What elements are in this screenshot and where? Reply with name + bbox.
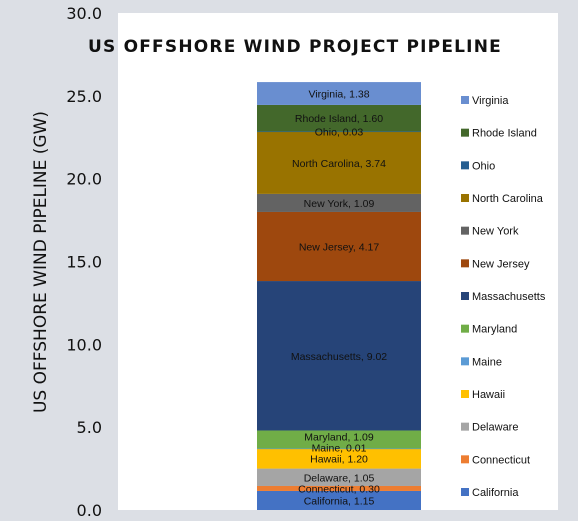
y-tick-label: 5.0 <box>77 418 102 437</box>
legend-entry-label: New York <box>472 226 519 238</box>
legend-swatch <box>461 259 469 268</box>
segment-data-label: Massachusetts, 9.02 <box>291 351 387 363</box>
bar-segment-delaware <box>257 468 421 486</box>
legend-swatch <box>461 390 469 398</box>
y-tick-label: 20.0 <box>66 170 102 189</box>
legend-swatch <box>461 422 469 431</box>
legend-entry-label: California <box>472 487 519 499</box>
legend-swatch <box>461 324 469 333</box>
bar-segment-massachusetts <box>257 281 421 431</box>
bar-segment-new-york <box>257 193 421 212</box>
legend-entry-label: Rhode Island <box>472 128 537 140</box>
legend-entry-label: New Jersey <box>472 258 530 270</box>
chart-title: US OFFSHORE WIND PROJECT PIPELINE <box>88 37 502 57</box>
legend-swatch <box>461 96 469 104</box>
legend-swatch <box>461 161 469 170</box>
segment-data-label: Maine, 0.01 <box>312 443 367 455</box>
segment-data-label: Maryland, 1.09 <box>304 432 374 444</box>
legend-swatch <box>461 292 469 300</box>
segment-data-label: Connecticut, 0.30 <box>298 483 380 495</box>
legend-entry-label: North Carolina <box>472 193 544 205</box>
legend-swatch <box>461 357 469 366</box>
legend: Virginia Rhode Island Ohio North Carolina Ne… <box>461 95 546 499</box>
segment-data-label: California, 1.15 <box>304 495 375 507</box>
legend-entry-label: Connecticut <box>472 454 530 466</box>
segment-data-label: Virginia, 1.38 <box>308 89 369 101</box>
y-tick-label: 25.0 <box>66 87 102 106</box>
bar-segment-maryland <box>257 430 421 449</box>
legend-entry-label: Hawaii <box>472 389 505 401</box>
legend-swatch <box>461 455 469 464</box>
legend-entry-label: Maryland <box>472 324 517 336</box>
legend-entry-label: Delaware <box>472 422 518 434</box>
legend-swatch <box>461 128 469 137</box>
y-tick-label: 10.0 <box>66 335 102 354</box>
segment-data-label: Ohio, 0.03 <box>315 127 364 139</box>
legend-entry-label: Virginia <box>472 95 509 107</box>
segment-data-label: North Carolina, 3.74 <box>292 158 386 170</box>
bar-segment-ohio <box>257 131 421 133</box>
bar-segment-rhode-island <box>257 104 421 132</box>
legend-swatch <box>461 488 469 496</box>
segment-data-label: New York, 1.09 <box>304 198 375 210</box>
stacked-bar <box>257 82 421 510</box>
bar-segment-virginia <box>257 82 421 105</box>
segment-data-label: Hawaii, 1.20 <box>310 454 368 466</box>
segment-data-label: New Jersey, 4.17 <box>299 242 379 254</box>
bar-segment-hawaii <box>257 448 421 469</box>
legend-swatch <box>461 226 469 235</box>
segment-data-label: Rhode Island, 1.60 <box>295 113 383 125</box>
bar-segment-maine <box>257 448 421 450</box>
legend-entry-label: Massachusetts <box>472 291 546 303</box>
legend-swatch <box>461 194 469 202</box>
y-axis-ticks: 0.0 5.0 10.0 15.0 20.0 25.0 30.0 <box>66 4 102 520</box>
y-tick-label: 15.0 <box>66 253 102 272</box>
y-tick-label: 0.0 <box>77 501 102 520</box>
bar-segment-connecticut <box>257 485 421 491</box>
y-tick-label: 30.0 <box>66 4 102 23</box>
bar-segment-new-jersey <box>257 211 421 282</box>
legend-entry-label: Ohio <box>472 160 495 172</box>
segment-data-label: Delaware, 1.05 <box>304 472 375 484</box>
legend-entry-label: Maine <box>472 356 502 368</box>
bar-segment-north-carolina <box>257 131 421 194</box>
y-axis-label: US OFFSHORE WIND PIPELINE (GW) <box>31 111 51 413</box>
bar-segment-california <box>257 490 421 510</box>
